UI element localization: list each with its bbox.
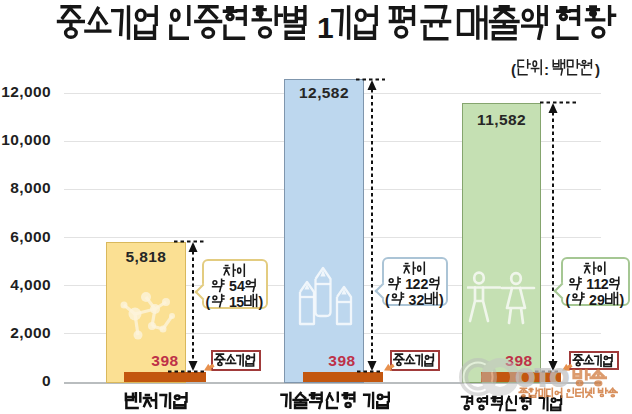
svg-text:OTO: OTO bbox=[516, 364, 569, 391]
